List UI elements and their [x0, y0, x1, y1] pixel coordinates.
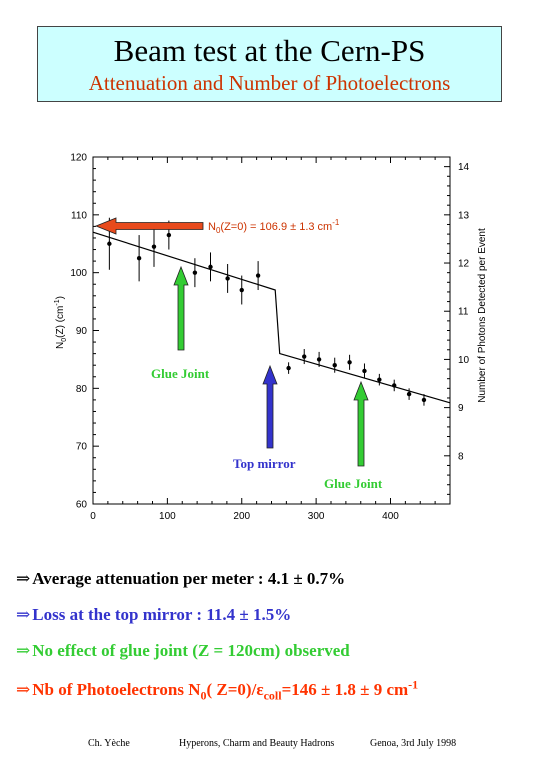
point-marker: [286, 365, 291, 371]
footer-author: Ch. Yèche: [88, 738, 130, 749]
data-point: [239, 275, 244, 305]
data-point: [406, 388, 412, 400]
data-point: [208, 252, 213, 282]
implies-icon: ⇒: [16, 605, 31, 624]
data-point: [151, 226, 157, 267]
n0-arrow: [94, 217, 204, 235]
point-marker: [208, 264, 213, 270]
slide-subtitle: Attenuation and Number of Photoelectrons: [88, 71, 451, 95]
y2-tick-label: 14: [458, 162, 470, 173]
point-marker: [136, 256, 142, 261]
point-marker: [316, 357, 322, 362]
data-point: [347, 354, 352, 370]
data-point: [136, 235, 142, 282]
implies-icon: ⇒: [16, 679, 31, 699]
y-tick-label: 70: [76, 442, 88, 453]
x-tick-label: 100: [159, 511, 176, 522]
point-marker: [347, 360, 352, 365]
title-box: Beam test at the Cern-PS Attenuation and…: [37, 26, 502, 102]
bullet-photoelectrons: ⇒ Nb of Photoelectrons N0( Z=0)/εcoll=146…: [16, 677, 418, 703]
footer-talk: Hyperons, Charm and Beauty Hadrons: [179, 738, 335, 749]
point-marker: [362, 368, 367, 374]
bullet-glue-joint: ⇒ No effect of glue joint (Z = 120cm) obs…: [16, 641, 350, 661]
n0-label: N0(Z=0) = 106.9 ± 1.3 cm-1: [208, 218, 340, 235]
y2-tick-label: 8: [458, 451, 464, 462]
x-tick-label: 0: [90, 511, 96, 522]
footer-place-date: Genoa, 3rd July 1998: [370, 738, 457, 749]
point-marker: [421, 397, 427, 403]
point-marker: [302, 354, 307, 359]
data-point: [377, 373, 382, 386]
top-mirror-label: Top mirror: [233, 456, 296, 471]
bullet-attenuation: ⇒ Average attenuation per meter : 4.1 ± 0…: [16, 569, 345, 589]
data-point: [286, 362, 291, 374]
attenuation-chart: 0 100 200 300 400 60 70 80 90 100 110 120 8 9 10 11 12 13…: [54, 153, 488, 523]
bullet-glue-joint-text: No effect of glue joint (Z = 120cm) obse…: [32, 641, 350, 660]
point-marker: [107, 241, 112, 246]
glue-joint-arrow-1: [173, 265, 189, 351]
point-marker: [192, 270, 198, 275]
implies-icon: ⇒: [16, 641, 31, 660]
bullet-top-mirror-text: Loss at the top mirror : 11.4 ± 1.5%: [32, 605, 292, 624]
point-marker: [239, 287, 244, 293]
point-marker: [166, 232, 172, 238]
point-marker: [377, 377, 382, 382]
x-tick-label: 300: [308, 511, 325, 522]
x-tick-label: 400: [382, 511, 399, 522]
y-tick-label: 100: [70, 268, 87, 279]
implies-icon: ⇒: [16, 569, 31, 588]
glue-joint-label-1: Glue Joint: [151, 366, 210, 381]
y-axis-label: N0(Z) (cm-1): [54, 296, 68, 349]
bullet-photoelectrons-text: Nb of Photoelectrons N0( Z=0)/εcoll=146 …: [32, 677, 419, 703]
point-marker: [225, 276, 230, 281]
slide-title: Beam test at the Cern-PS: [113, 33, 426, 68]
data-point: [255, 261, 261, 291]
data-point: [316, 351, 322, 367]
point-marker: [406, 391, 412, 397]
y2-tick-label: 9: [458, 403, 464, 414]
glue-joint-label-2: Glue Joint: [324, 476, 383, 491]
y2-tick-label: 11: [458, 307, 469, 318]
plot-frame: [92, 156, 451, 505]
data-point: [392, 379, 397, 392]
data-points-group: [107, 217, 427, 406]
glue-joint-arrow-2: [353, 380, 369, 467]
data-point: [225, 263, 230, 293]
data-point: [421, 394, 427, 406]
annotation-arrows-group: N0(Z=0) = 106.9 ± 1.3 cm-1 Glue Joint Top …: [94, 217, 383, 491]
bullet-top-mirror: ⇒ Loss at the top mirror : 11.4 ± 1.5%: [16, 605, 291, 625]
y2-tick-label: 13: [458, 210, 470, 221]
y2-tick-label: 10: [458, 355, 470, 366]
y-tick-label: 80: [76, 384, 88, 395]
y2-tick-label: 12: [458, 259, 470, 270]
data-point: [362, 363, 367, 379]
point-marker: [332, 363, 337, 368]
y-tick-label: 120: [70, 153, 87, 164]
data-point: [192, 258, 198, 288]
y-tick-label: 110: [71, 210, 87, 221]
chart-axes: 0 100 200 300 400 60 70 80 90 100 110 120 8 9 10 11 12 13…: [54, 153, 488, 523]
y2-axis-label: Number of Photons Detected per Event: [477, 228, 488, 403]
x-tick-label: 200: [233, 511, 250, 522]
y-tick-label: 90: [76, 326, 88, 337]
y-tick-label: 60: [76, 500, 88, 511]
top-mirror-arrow: [262, 364, 278, 449]
data-point: [332, 357, 337, 373]
point-marker: [151, 244, 157, 249]
bullet-attenuation-text: Average attenuation per meter : 4.1 ± 0.…: [32, 569, 346, 588]
point-marker: [392, 383, 397, 388]
data-point: [302, 349, 307, 365]
point-marker: [255, 273, 261, 278]
